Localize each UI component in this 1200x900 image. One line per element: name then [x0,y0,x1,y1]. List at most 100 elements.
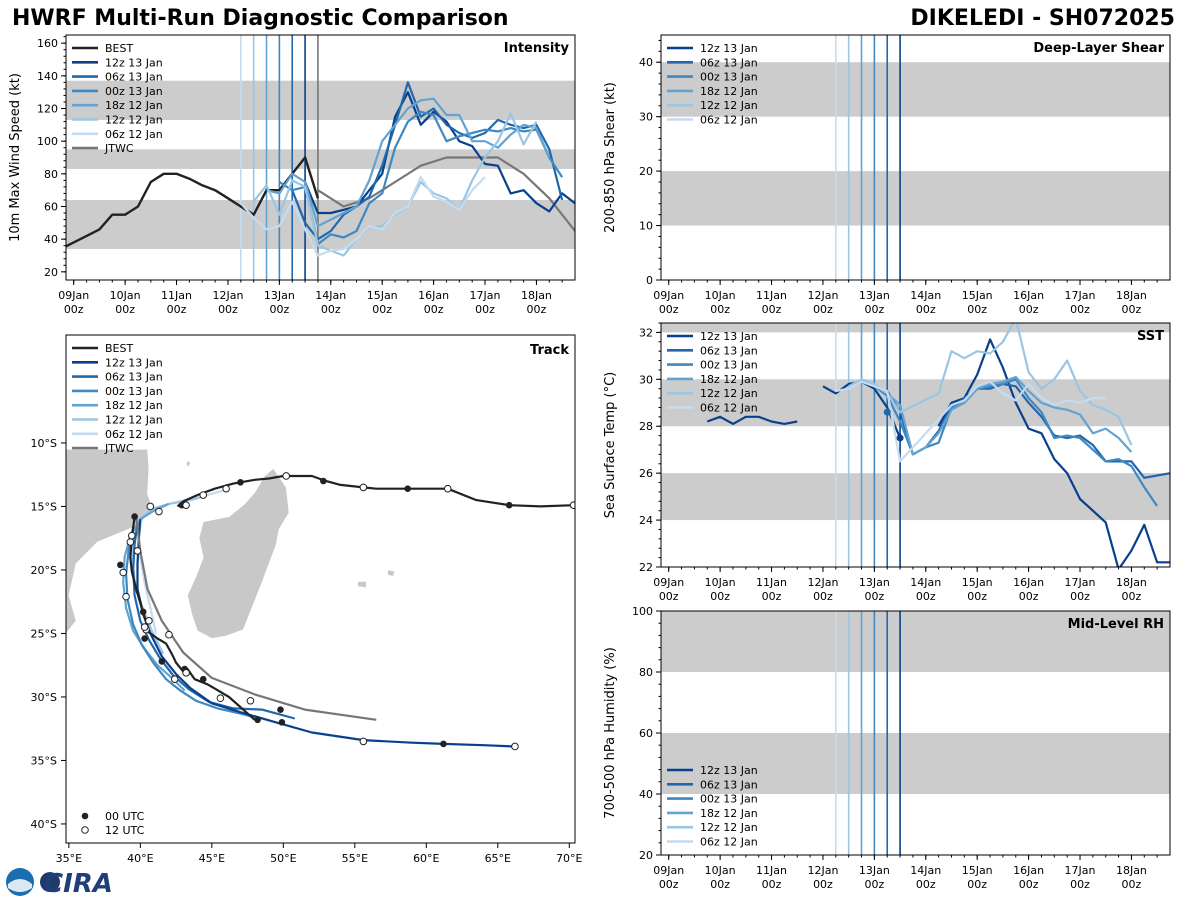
marker-00utc [131,513,138,520]
x-tick-sublabel: 00z [864,303,884,316]
mauritius-island [387,569,396,577]
x-tick-label: 15Jan [962,864,993,877]
marker-00utc [278,719,286,726]
x-tick-label: 11Jan [756,864,787,877]
x-tick-label: 18Jan [521,289,552,302]
legend-label: 12z 12 Jan [700,387,758,400]
x-tick-label: 09Jan [653,289,684,302]
x-tick-sublabel: 00z [1019,590,1039,603]
legend-label: 06z 13 Jan [700,778,758,791]
x-tick-sublabel: 00z [710,878,730,891]
x-tick-label: 12Jan [212,289,243,302]
y-tick-label: 160 [37,37,58,50]
marker-12utc [222,484,230,493]
x-tick-label: 15Jan [367,289,398,302]
x-tick-sublabel: 00z [916,878,936,891]
legend-label: JTWC [104,442,134,455]
x-tick-label: 55°E [342,852,368,865]
x-tick-label: 12Jan [807,289,838,302]
marker-12utc [146,502,155,511]
legend-label: 12z 13 Jan [105,56,163,69]
x-tick-label: 17Jan [470,289,501,302]
x-tick-label: 50°E [270,852,296,865]
x-tick-label: 13Jan [859,576,890,589]
x-tick-label: 15Jan [962,289,993,302]
x-tick-label: 35°E [56,852,82,865]
marker-00utc [277,706,284,713]
x-tick-label: 40°E [127,852,153,865]
x-tick-sublabel: 00z [269,303,289,316]
x-tick-label: 09Jan [58,289,89,302]
y-axis-label: 10m Max Wind Speed (kt) [8,73,23,242]
x-tick-sublabel: 00z [864,878,884,891]
panel-label: Track [530,343,569,358]
series-line [266,97,551,228]
marker-12utc [182,669,190,677]
cira-logo: CIRA [6,868,113,898]
figure-title: HWRF Multi-Run Diagnostic Comparison [12,6,509,31]
marker-00utc [141,635,148,642]
legend-label: 00z 13 Jan [700,359,758,372]
x-tick-label: 14Jan [315,289,346,302]
legend-label: 00 UTC [105,810,145,823]
legend-label: 06z 12 Jan [105,428,163,441]
x-tick-sublabel: 00z [1019,303,1039,316]
cira-logo-text: CIRA [44,869,113,898]
x-tick-label: 12Jan [807,576,838,589]
legend-label: 06z 13 Jan [700,56,758,69]
x-tick-sublabel: 00z [710,590,730,603]
rh-panel: 2040608010009Jan00z10Jan00z11Jan00z12Jan… [603,605,1171,891]
legend-label: 18z 12 Jan [700,373,758,386]
x-tick-label: 17Jan [1065,576,1096,589]
x-tick-sublabel: 00z [475,303,495,316]
shaded-band [66,80,575,120]
x-tick-sublabel: 00z [372,303,392,316]
x-tick-label: 70°E [556,852,582,865]
x-tick-sublabel: 00z [864,590,884,603]
marker-12utc [359,483,368,492]
y-tick-label: 40 [639,788,653,801]
legend-marker-00utc [81,812,89,820]
legend-label: 00z 13 Jan [105,385,163,398]
x-tick-label: 18Jan [1116,864,1147,877]
marker-00utc [237,479,244,486]
legend-label: BEST [105,42,133,55]
marker-12utc [216,694,225,703]
x-tick-label: 14Jan [910,289,941,302]
plot-area [661,35,1170,280]
x-tick-sublabel: 00z [167,303,187,316]
x-tick-sublabel: 00z [659,878,679,891]
x-tick-label: 17Jan [1065,289,1096,302]
y-tick-label: 26 [639,467,653,480]
x-tick-label: 13Jan [859,864,890,877]
legend-label: 12z 12 Jan [105,114,163,127]
y-axis-label: 700-500 hPa Humidity (%) [603,647,618,819]
x-tick-sublabel: 00z [527,303,547,316]
series-line [835,380,1106,463]
x-tick-sublabel: 00z [967,590,987,603]
y-tick-label: 20°S [31,564,57,577]
legend-label: 06z 13 Jan [700,344,758,357]
shaded-band [661,611,1170,672]
legend-label: BEST [105,342,133,355]
y-tick-label: 60 [639,727,653,740]
x-tick-label: 16Jan [418,289,449,302]
shaded-band [661,473,1170,521]
map-frame [65,334,576,844]
marker-00utc [320,477,327,485]
y-tick-label: 30 [639,111,653,124]
y-tick-label: 30°S [31,691,57,704]
map-area [66,448,575,751]
x-tick-sublabel: 00z [967,303,987,316]
x-tick-sublabel: 00z [813,303,833,316]
marker-12utc [246,696,255,705]
shaded-band [661,379,1170,427]
x-tick-label: 12Jan [807,864,838,877]
marker-12utc [170,675,179,683]
x-tick-sublabel: 00z [916,303,936,316]
track-panel: 35°E 40°E 45°E 50°E 55°E 60°E 65°E 70°E 10°S 15°S… [31,334,583,865]
x-tick-sublabel: 00z [64,303,84,316]
plot-frame [65,34,576,281]
marker-00utc [404,485,412,492]
y-tick-label: 30 [639,373,653,386]
